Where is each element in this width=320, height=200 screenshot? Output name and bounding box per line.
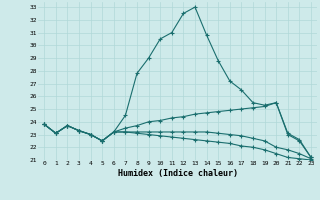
X-axis label: Humidex (Indice chaleur): Humidex (Indice chaleur)	[118, 169, 238, 178]
